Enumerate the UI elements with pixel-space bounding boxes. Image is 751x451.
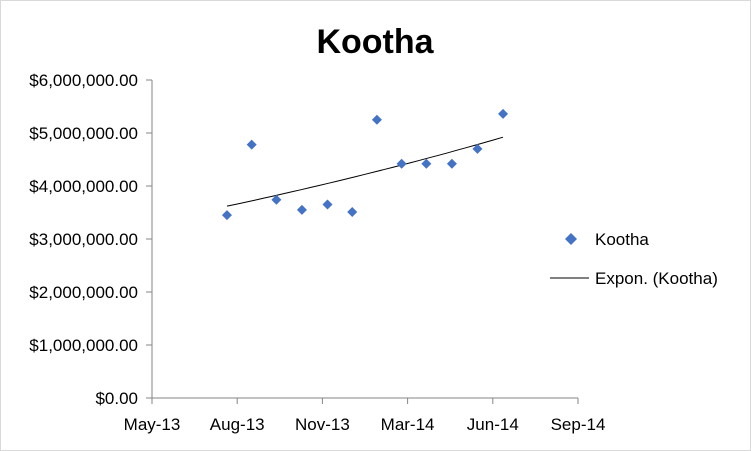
data-point [322,199,333,210]
data-point [421,158,432,169]
data-point [221,210,232,221]
data-point [296,204,307,215]
y-tick-label: $5,000,000.00 [29,124,138,143]
trendline [226,136,504,207]
y-tick-label: $3,000,000.00 [29,230,138,249]
y-tick-label: $1,000,000.00 [29,336,138,355]
x-axis: May-13 Aug-13 Nov-13 Mar-14 Jun-14 Sep-14 [124,397,606,434]
y-axis: $0.00 $1,000,000.00 $2,000,000.00 $3,000,00… [29,71,153,408]
data-point [246,139,257,150]
data-point [396,158,407,169]
data-point [347,206,358,217]
legend-label-trendline: Expon. (Kootha) [595,269,718,288]
y-tick-label: $0.00 [95,389,138,408]
data-point [472,143,483,154]
chart-title: Kootha [316,23,434,61]
y-tick-label: $4,000,000.00 [29,177,138,196]
y-tick-label: $6,000,000.00 [29,71,138,90]
y-tick-label: $2,000,000.00 [29,283,138,302]
data-point [498,108,509,119]
data-point [446,158,457,169]
legend-label-kootha: Kootha [595,230,649,249]
x-tick-label: May-13 [124,415,181,434]
data-point [371,114,382,125]
trendline-layer [226,136,504,207]
legend-marker-kootha [565,233,577,245]
data-points [221,108,509,221]
data-point [271,194,282,205]
x-tick-label: Mar-14 [381,415,435,434]
x-tick-label: Sep-14 [551,415,606,434]
x-tick-label: Nov-13 [295,415,350,434]
legend: Kootha Expon. (Kootha) [550,230,718,288]
x-tick-label: Jun-14 [467,415,519,434]
x-tick-label: Aug-13 [210,415,265,434]
